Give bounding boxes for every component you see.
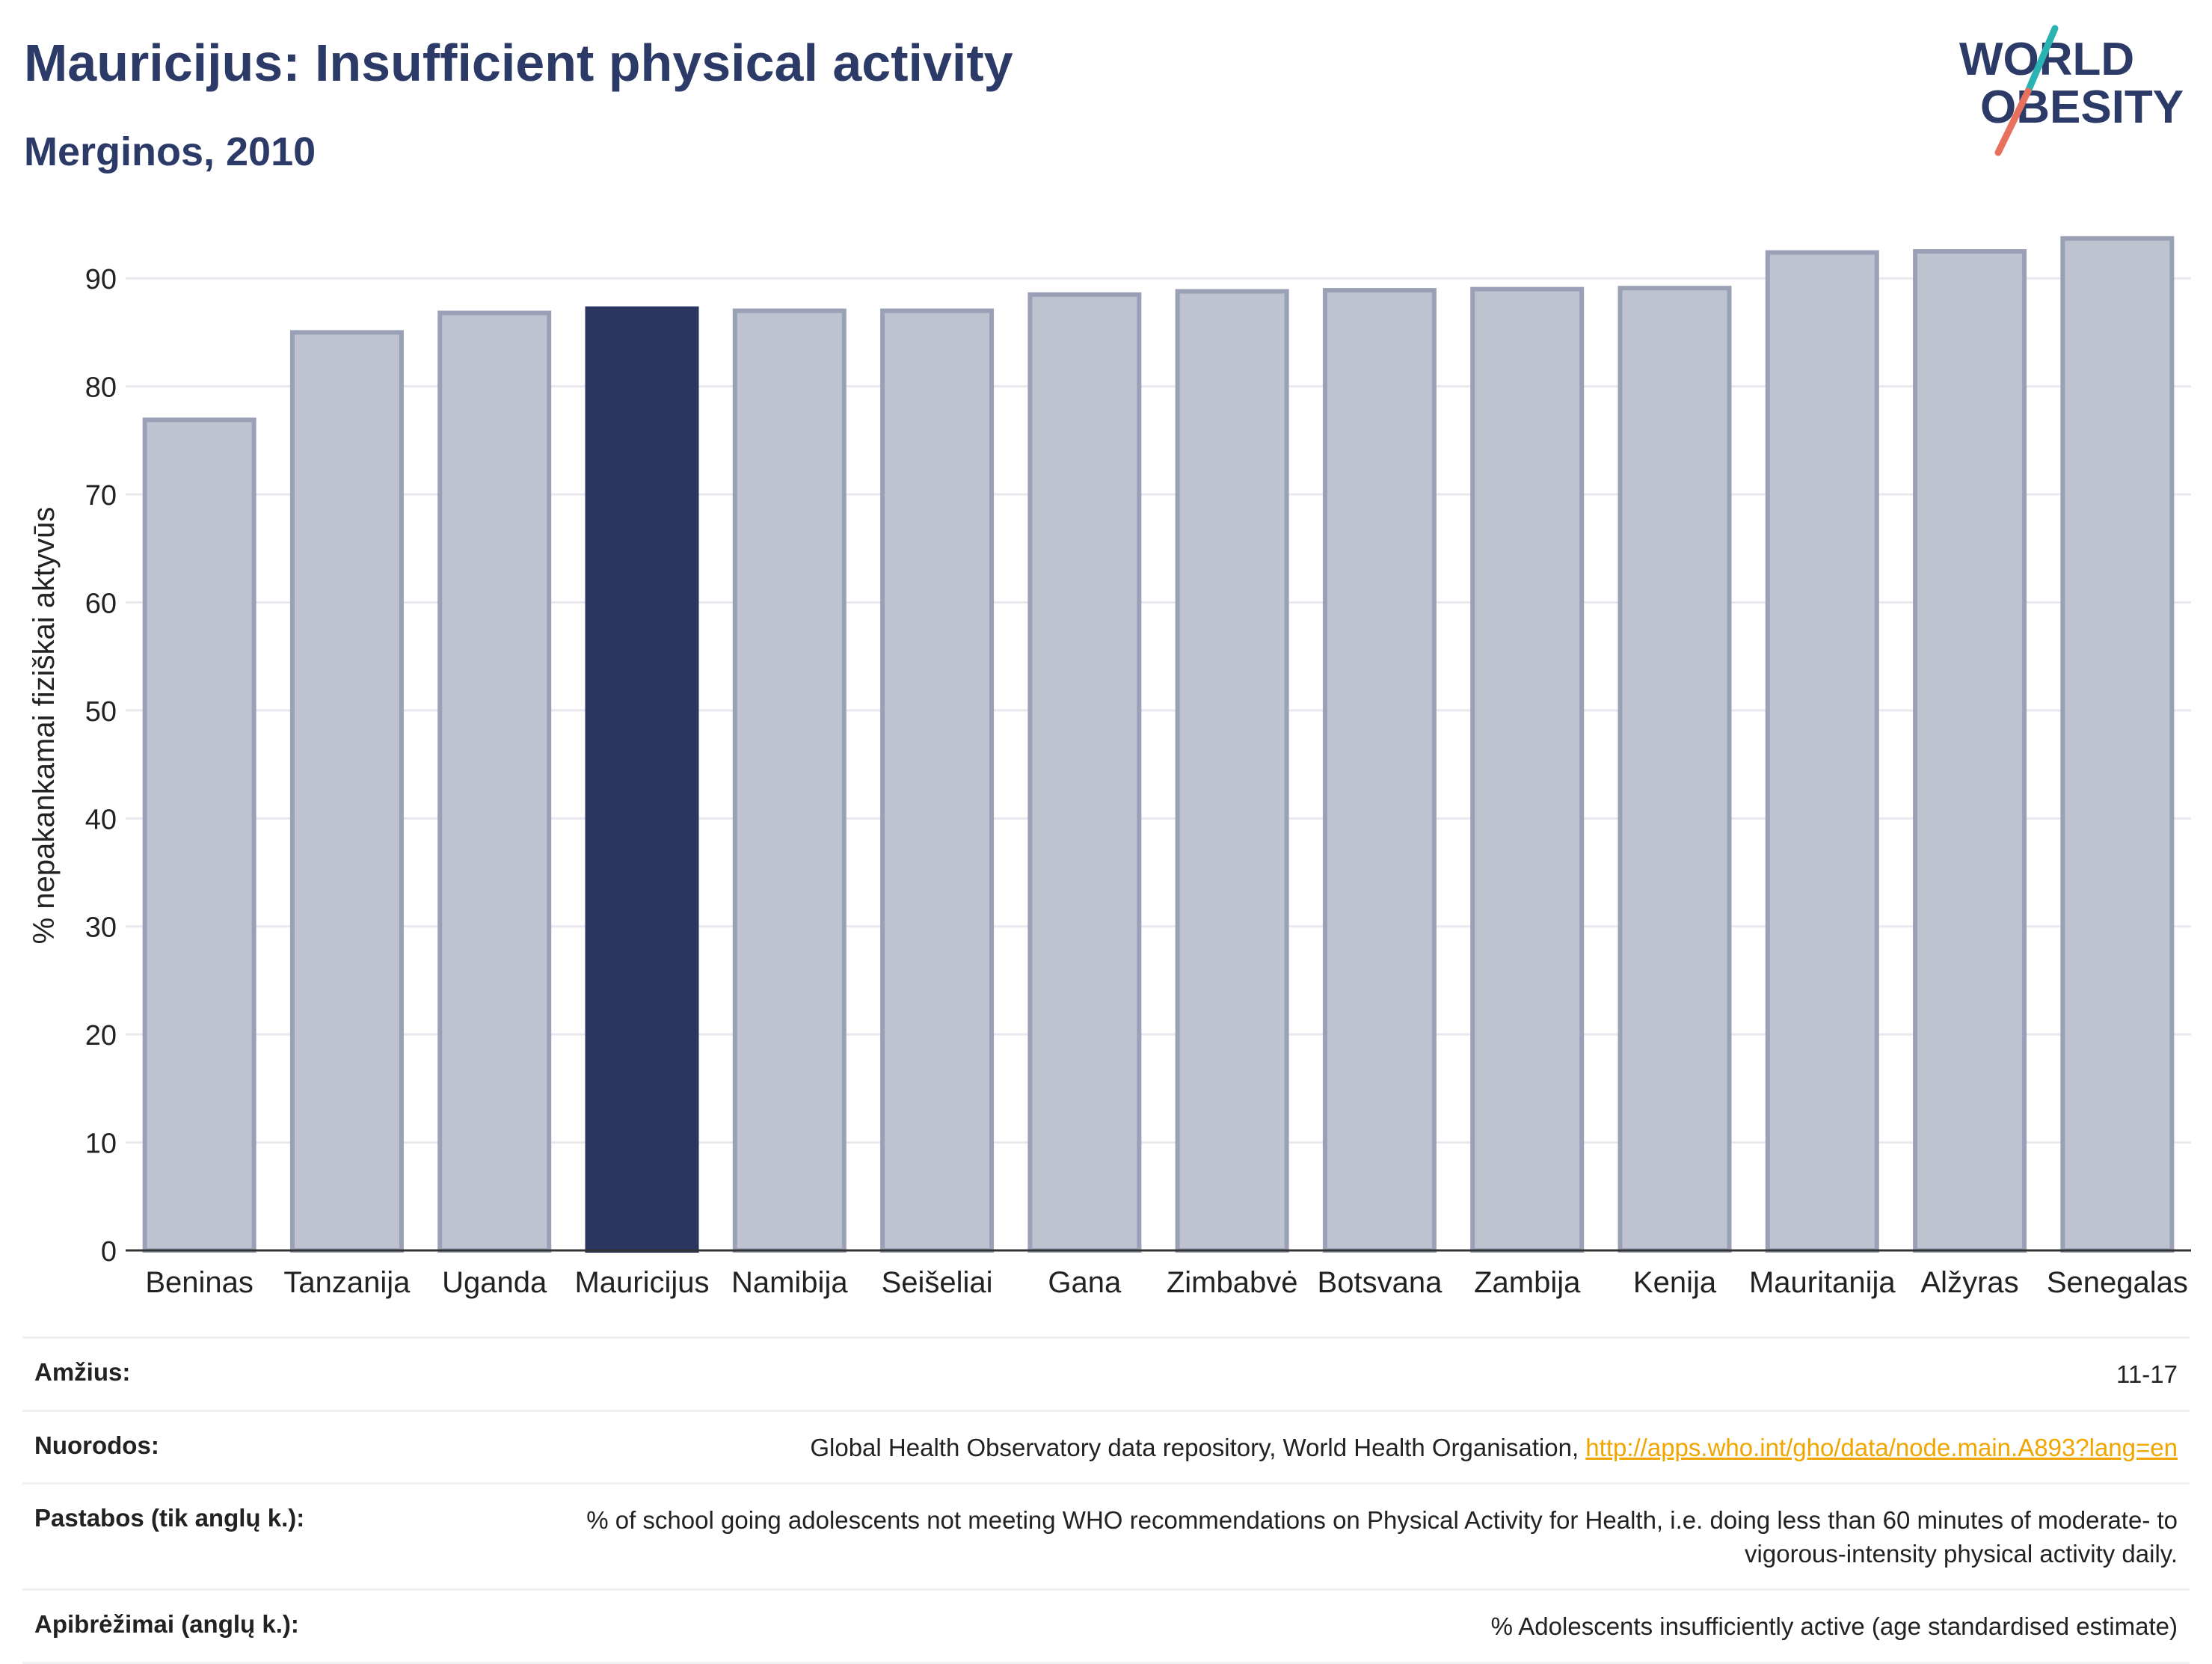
meta-row: Amžius: 11-17 <box>22 1336 2190 1410</box>
bar-senegalas <box>2060 236 2175 1253</box>
bars <box>142 236 2175 1253</box>
bar-mauritanija <box>1765 250 1879 1253</box>
x-tick-label: Tanzanija <box>283 1266 411 1299</box>
logo-slash-top <box>2024 25 2059 95</box>
x-tick-label: Zimbabvė <box>1167 1266 1298 1299</box>
meta-value-text: % of school going adolescents not meetin… <box>586 1506 2178 1568</box>
y-tick-label: 60 <box>85 588 117 619</box>
y-tick-label: 20 <box>85 1020 117 1051</box>
bar-tanzanija <box>289 330 404 1253</box>
x-tick-label: Botsvana <box>1318 1266 1443 1299</box>
bar-uganda <box>437 310 552 1253</box>
source-link[interactable]: http://apps.who.int/gho/data/node.main.A… <box>1585 1433 2178 1461</box>
bar-mauricijus <box>585 306 699 1253</box>
bar-beninas <box>142 417 256 1253</box>
meta-value: 11-17 <box>2116 1358 2178 1392</box>
y-tick-label: 40 <box>85 804 117 835</box>
axes: 0 10 20 30 40 50 60 70 80 90 Beninas Tanzanija Ugand… <box>85 264 2191 1299</box>
world-obesity-logo: WORLD OBESITY <box>1959 25 2184 156</box>
bar-alžyras <box>1913 249 2027 1253</box>
x-tick-label: Uganda <box>442 1266 547 1299</box>
meta-value: % Adolescents insufficiently active (age… <box>1491 1610 2178 1644</box>
y-tick-label: 10 <box>85 1129 117 1160</box>
x-tick-label: Senegalas <box>2047 1266 2188 1299</box>
bar-zimbabvė <box>1175 289 1289 1253</box>
bar-zambija <box>1470 286 1585 1253</box>
meta-value-text: Global Health Observatory data repositor… <box>810 1433 1586 1461</box>
meta-label: Amžius: <box>34 1358 131 1386</box>
y-tick-label: 30 <box>85 912 117 944</box>
bar-seišeliai <box>880 308 995 1253</box>
y-tick-label: 70 <box>85 480 117 512</box>
x-tick-label: Gana <box>1048 1266 1122 1299</box>
meta-row: Pastabos (tik anglų k.): % of school goin… <box>22 1482 2190 1588</box>
x-tick-label: Mauritanija <box>1749 1266 1896 1299</box>
meta-value: % of school going adolescents not meetin… <box>570 1504 2178 1571</box>
y-tick-label: 80 <box>85 372 117 404</box>
bar-namibija <box>732 308 847 1253</box>
meta-value-text: 11-17 <box>2116 1360 2178 1388</box>
meta-value-text: % Adolescents insufficiently active (age… <box>1490 1612 2178 1641</box>
y-tick-label: 0 <box>101 1236 117 1268</box>
x-tick-label: Kenija <box>1633 1266 1717 1299</box>
x-tick-label: Seišeliai <box>882 1266 993 1299</box>
page-subtitle: Merginos, 2010 <box>24 129 316 174</box>
y-tick-label: 90 <box>85 264 117 295</box>
meta-label: Apibrėžimai (anglų k.): <box>34 1610 299 1639</box>
grid-lines <box>126 277 2191 1144</box>
meta-label: Pastabos (tik anglų k.): <box>34 1504 305 1532</box>
y-tick-label: 50 <box>85 696 117 728</box>
x-tick-label: Beninas <box>145 1266 254 1299</box>
bar-gana <box>1027 292 1142 1253</box>
metadata-table: Amžius: 11-17 Nuorodos: Global Health Obser… <box>22 1336 2190 1664</box>
x-tick-label: Zambija <box>1474 1266 1581 1299</box>
logo-slash-bottom <box>1994 88 2032 156</box>
page-title: Mauricijus: Insufficient physical activi… <box>24 34 1013 92</box>
meta-row: Apibrėžimai (anglų k.): % Adolescents ins… <box>22 1588 2190 1664</box>
meta-row: Nuorodos: Global Health Observatory data … <box>22 1409 2190 1483</box>
bar-botsvana <box>1322 288 1437 1253</box>
y-axis-label: % nepakankamai fiziškai aktyvūs <box>28 507 61 945</box>
bar-kenija <box>1617 286 1732 1253</box>
x-tick-label: Alžyras <box>1921 1266 2019 1299</box>
x-tick-label: Mauricijus <box>574 1266 709 1299</box>
x-tick-label: Namibija <box>731 1266 848 1299</box>
bar-chart: 0 10 20 30 40 50 60 70 80 90 Beninas Tanzanija Ugand… <box>28 236 2191 1299</box>
meta-value: Global Health Observatory data repositor… <box>810 1431 2178 1465</box>
meta-label: Nuorodos: <box>34 1431 159 1459</box>
